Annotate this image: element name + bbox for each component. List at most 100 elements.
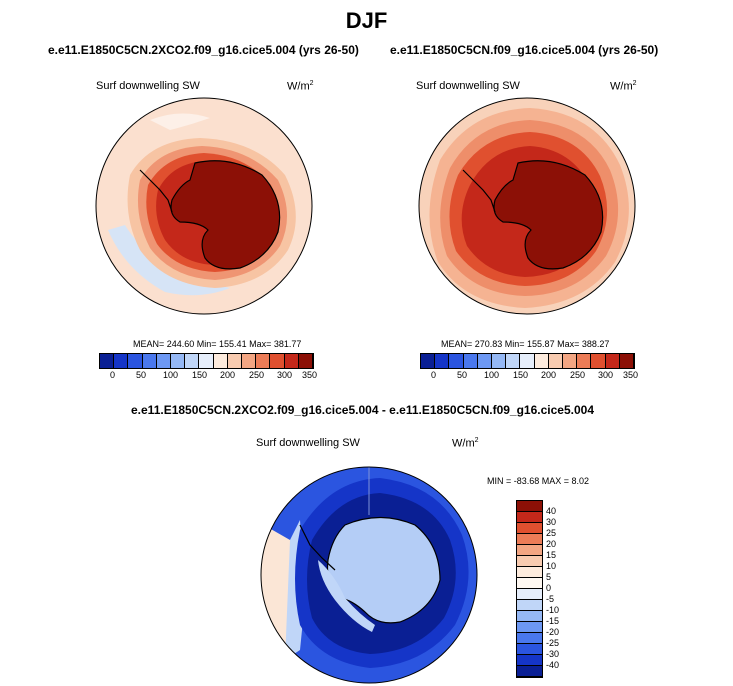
colorbar-swatch <box>171 354 186 368</box>
colorbar-swatch <box>242 354 257 368</box>
diff-units: W/m2 <box>452 437 479 450</box>
colorbar-swatch <box>591 354 606 368</box>
diff-colorbar-ticks: 40 30 25 20 15 10 5 0 -5 -10 -15 -20 -25… <box>546 506 576 676</box>
diff-stats: MIN = -83.68 MAX = 8.02 <box>487 476 590 486</box>
diff-colorbar <box>516 500 543 678</box>
colorbar-swatch <box>517 644 542 655</box>
colorbar-swatch <box>284 354 299 368</box>
tick-label: 100 <box>484 370 500 380</box>
tick-label: 250 <box>249 370 265 380</box>
panel2-variable-label: Surf downwelling SW <box>416 80 520 92</box>
tick-label: -40 <box>546 660 560 670</box>
colorbar-swatch <box>421 354 436 368</box>
colorbar-swatch <box>270 354 285 368</box>
tick-label: 50 <box>457 370 468 380</box>
panel1-stats: MEAN= 244.60 Min= 155.41 Max= 381.77 <box>133 339 302 349</box>
panel1-colorbar-swatches <box>99 353 314 369</box>
colorbar-swatch <box>563 354 578 368</box>
colorbar-swatch <box>506 354 521 368</box>
colorbar-swatch <box>449 354 464 368</box>
tick-label: 100 <box>163 370 179 380</box>
colorbar-swatch <box>520 354 535 368</box>
colorbar-swatch <box>517 600 542 611</box>
colorbar-swatch <box>517 633 542 644</box>
panel2-colorbar-ticks: 0 50 100 150 200 250 300 350 <box>420 370 639 382</box>
colorbar-swatch <box>577 354 592 368</box>
colorbar-swatch <box>517 655 542 666</box>
tick-label: 0 <box>546 583 552 593</box>
diff-title: e.e11.E1850C5CN.2XCO2.f09_g16.cice5.004 … <box>131 403 594 417</box>
tick-label: -30 <box>546 649 560 659</box>
tick-label: -10 <box>546 605 560 615</box>
tick-label: 20 <box>546 539 557 549</box>
tick-label: 40 <box>546 506 557 516</box>
tick-label: 200 <box>541 370 557 380</box>
diff-colorbar-swatches <box>516 500 543 678</box>
colorbar-swatch <box>517 556 542 567</box>
colorbar-swatch <box>517 578 542 589</box>
tick-label: 150 <box>513 370 529 380</box>
panel2-stats: MEAN= 270.83 Min= 155.87 Max= 388.27 <box>441 339 610 349</box>
tick-label: 0 <box>110 370 116 380</box>
tick-label: 15 <box>546 550 557 560</box>
colorbar-swatch <box>128 354 143 368</box>
colorbar-swatch <box>517 534 542 545</box>
colorbar-swatch <box>517 611 542 622</box>
colorbar-swatch <box>435 354 450 368</box>
panel1-units: W/m2 <box>287 80 314 93</box>
colorbar-swatch <box>517 666 542 677</box>
tick-label: 5 <box>546 572 552 582</box>
colorbar-swatch <box>517 545 542 556</box>
tick-label: 10 <box>546 561 557 571</box>
colorbar-swatch <box>517 589 542 600</box>
colorbar-swatch <box>199 354 214 368</box>
colorbar-swatch <box>477 354 493 368</box>
colorbar-swatch <box>298 354 314 368</box>
panel1-variable-label: Surf downwelling SW <box>96 80 200 92</box>
colorbar-swatch <box>534 354 549 368</box>
tick-label: 300 <box>598 370 614 380</box>
colorbar-swatch <box>142 354 157 368</box>
tick-label: 25 <box>546 528 557 538</box>
tick-label: 150 <box>192 370 208 380</box>
panel2-units: W/m2 <box>610 80 637 93</box>
colorbar-swatch <box>185 354 200 368</box>
panel1-case-title: e.e11.E1850C5CN.2XCO2.f09_g16.cice5.004 … <box>48 43 359 57</box>
tick-label: 350 <box>302 370 318 380</box>
colorbar-swatch <box>517 501 542 512</box>
colorbar-swatch <box>605 354 620 368</box>
colorbar-swatch <box>517 512 542 523</box>
colorbar-swatch <box>492 354 507 368</box>
tick-label: 250 <box>570 370 586 380</box>
colorbar-swatch <box>619 354 635 368</box>
tick-label: 50 <box>136 370 147 380</box>
tick-label: 300 <box>277 370 293 380</box>
colorbar-swatch <box>156 354 172 368</box>
tick-label: 200 <box>220 370 236 380</box>
tick-label: -25 <box>546 638 560 648</box>
colorbar-swatch <box>227 354 243 368</box>
colorbar-swatch <box>517 523 542 534</box>
panel2-colorbar <box>420 353 635 369</box>
tick-label: 0 <box>431 370 437 380</box>
figure-title: DJF <box>345 8 388 33</box>
tick-label: 350 <box>623 370 639 380</box>
colorbar-swatch <box>463 354 478 368</box>
tick-label: -5 <box>546 594 555 604</box>
tick-label: -20 <box>546 627 560 637</box>
colorbar-swatch <box>256 354 271 368</box>
colorbar-swatch <box>517 567 542 578</box>
colorbar-swatch <box>100 354 115 368</box>
colorbar-swatch <box>114 354 129 368</box>
colorbar-swatch <box>213 354 228 368</box>
panel2-case-title: e.e11.E1850C5CN.f09_g16.cice5.004 (yrs 2… <box>390 43 659 57</box>
panel2-colorbar-swatches <box>420 353 635 369</box>
tick-label: -15 <box>546 616 560 626</box>
colorbar-swatch <box>517 622 542 633</box>
panel1-colorbar-ticks: 0 50 100 150 200 250 300 350 <box>99 370 318 382</box>
colorbar-swatch <box>548 354 564 368</box>
diff-variable-label: Surf downwelling SW <box>256 437 360 449</box>
panel1-colorbar <box>99 353 314 369</box>
tick-label: 30 <box>546 517 557 527</box>
